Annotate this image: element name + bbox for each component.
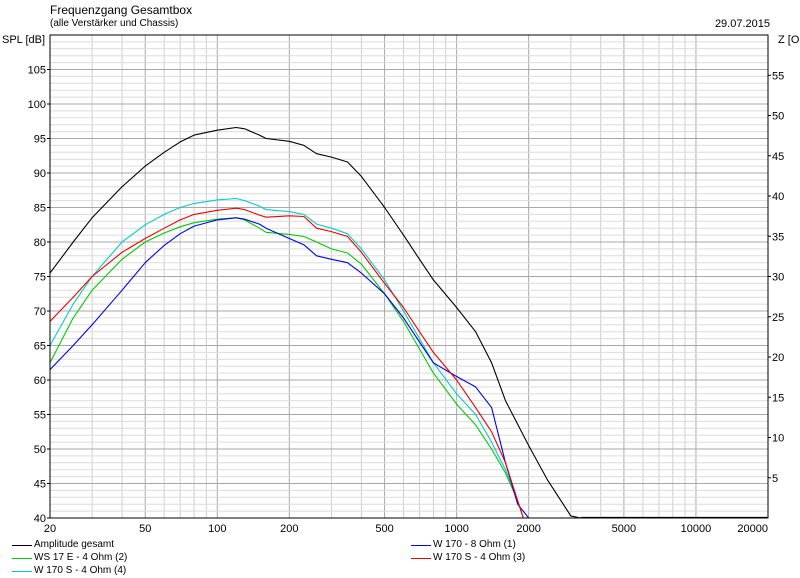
series-group bbox=[49, 126, 768, 519]
series-line-0 bbox=[49, 126, 581, 519]
legend-swatch bbox=[12, 558, 32, 559]
series-line-2 bbox=[49, 197, 524, 519]
legend-label: W 170 S - 4 Ohm (3) bbox=[433, 552, 526, 563]
y2-tick-label: 45 bbox=[772, 151, 784, 163]
y-axis-label-left: SPL [dB] bbox=[2, 34, 46, 46]
y-tick-label: 85 bbox=[34, 203, 46, 215]
legend-swatch bbox=[12, 571, 32, 572]
legend-swatch bbox=[411, 545, 431, 546]
legend-swatch bbox=[411, 558, 431, 559]
series-line-1 bbox=[49, 217, 524, 519]
y2-tick-label: 30 bbox=[772, 272, 784, 284]
y2-tick-label: 5 bbox=[772, 473, 778, 485]
y2-tick-label: 35 bbox=[772, 231, 784, 243]
legend-label: Amplitude gesamt bbox=[34, 539, 115, 550]
x-tick-label: 100 bbox=[208, 523, 226, 535]
y2-tick-label: 10 bbox=[772, 433, 784, 445]
y-tick-label: 90 bbox=[34, 168, 46, 180]
x-tick-label: 2000 bbox=[516, 523, 540, 535]
series-line-3 bbox=[49, 217, 530, 519]
legend-label: W 170 S - 4 Ohm (4) bbox=[34, 565, 127, 576]
x-tick-label: 20 bbox=[44, 523, 56, 535]
x-tick-label: 5000 bbox=[612, 523, 636, 535]
legend-label: W 170 - 8 Ohm (1) bbox=[433, 539, 516, 550]
y2-tick-label: 50 bbox=[772, 111, 784, 123]
y-tick-label: 100 bbox=[28, 99, 46, 111]
y-tick-label: 40 bbox=[34, 513, 46, 525]
x-tick-label: 500 bbox=[375, 523, 393, 535]
grid bbox=[50, 35, 768, 518]
y-tick-label: 75 bbox=[34, 272, 46, 284]
legend-swatch bbox=[12, 545, 32, 546]
y-tick-label: 95 bbox=[34, 134, 46, 146]
y2-tick-label: 25 bbox=[772, 312, 784, 324]
y-tick-label: 70 bbox=[34, 306, 46, 318]
chart-title: Frequenzgang Gesamtbox bbox=[50, 3, 193, 17]
y-tick-label: 80 bbox=[34, 237, 46, 249]
x-tick-label: 20000 bbox=[737, 523, 768, 535]
x-tick-label: 50 bbox=[139, 523, 151, 535]
y2-tick-label: 20 bbox=[772, 352, 784, 364]
y-axis-label-right: Z [Oh bbox=[778, 34, 800, 46]
y-tick-label: 105 bbox=[28, 65, 46, 77]
chart-subtitle: (alle Verstärker und Chassis) bbox=[50, 18, 179, 29]
y-tick-label: 55 bbox=[34, 410, 46, 422]
y2-tick-label: 40 bbox=[772, 191, 784, 203]
tick-labels: 40 45 50 55 60 65 70 75 80 85 90 95 100 105 5 10 15 20 25 3… bbox=[28, 65, 785, 536]
x-tick-label: 10000 bbox=[681, 523, 712, 535]
x-tick-label: 200 bbox=[280, 523, 298, 535]
y2-tick-label: 55 bbox=[772, 70, 784, 82]
y-tick-label: 60 bbox=[34, 375, 46, 387]
y-tick-label: 50 bbox=[34, 444, 46, 456]
y2-tick-label: 15 bbox=[772, 392, 784, 404]
legend-label: WS 17 E - 4 Ohm (2) bbox=[34, 552, 128, 563]
chart-date: 29.07.2015 bbox=[714, 18, 770, 30]
series-line-4 bbox=[49, 207, 524, 519]
y-tick-label: 45 bbox=[34, 479, 46, 491]
x-tick-label: 1000 bbox=[444, 523, 468, 535]
y-tick-label: 65 bbox=[34, 341, 46, 353]
